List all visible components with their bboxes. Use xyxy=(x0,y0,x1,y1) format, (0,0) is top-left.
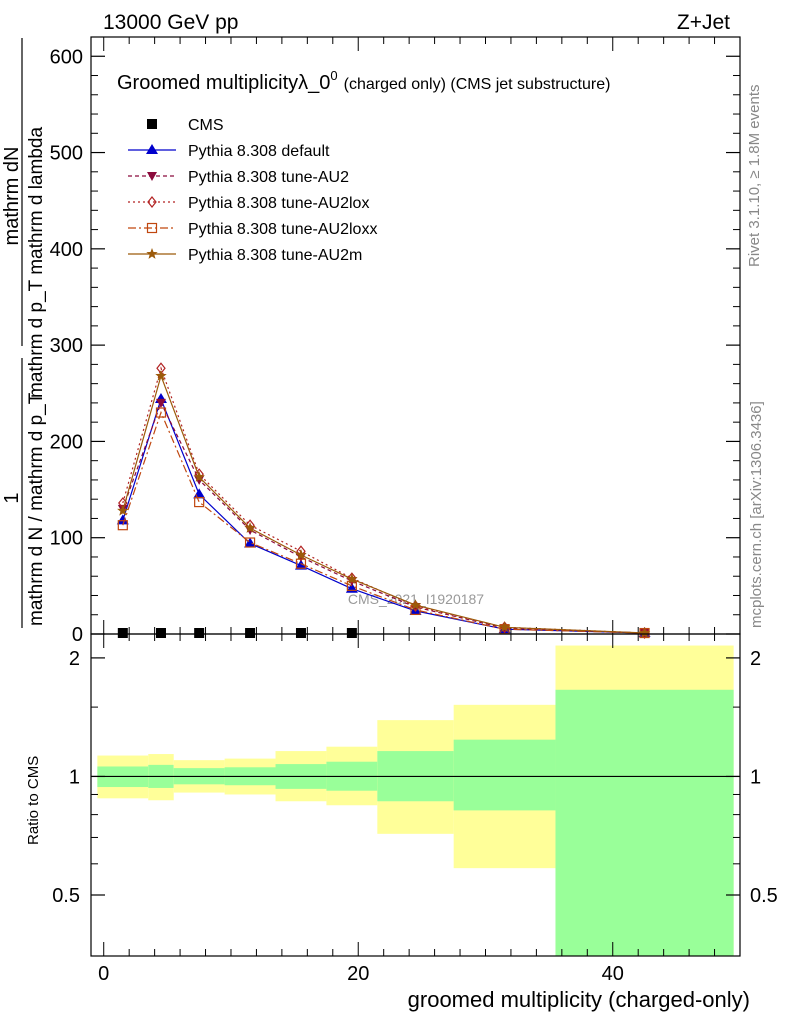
data-point xyxy=(155,628,166,638)
legend-item: Pythia 8.308 tune-AU2loxx xyxy=(128,221,377,238)
ratio-y-tick-label: 2 xyxy=(69,648,80,670)
legend-marker xyxy=(147,196,157,208)
legend-item: Pythia 8.308 tune-AU2m xyxy=(128,247,362,264)
legend-item: CMS xyxy=(147,117,224,134)
data-point xyxy=(244,537,257,548)
data-point xyxy=(244,522,256,533)
legend-marker xyxy=(146,248,158,259)
data-point xyxy=(638,627,651,638)
chart-title: Groomed multiplicityλ_00 (charged only) (… xyxy=(117,68,610,94)
legend-item: Pythia 8.308 tune-AU2 xyxy=(128,169,349,186)
data-point xyxy=(194,496,205,508)
ratio-y-tick-label-right: 0.5 xyxy=(750,885,778,907)
main-y-tick-label: 300 xyxy=(50,335,83,357)
data-point xyxy=(155,407,167,418)
ratio-band-inner xyxy=(555,689,734,956)
ratio-y-tick-label-right: 1 xyxy=(750,766,761,788)
legend-label: CMS xyxy=(188,117,224,134)
legend-label: Pythia 8.308 tune-AU2loxx xyxy=(188,221,377,238)
data-point xyxy=(117,628,128,638)
main-plot-panel: 0 100 200 300 400 500 600 CMS_2021_I1920187 Gr… xyxy=(50,36,741,646)
main-y-tick-label: 0 xyxy=(72,624,83,646)
ratio-ticks: 0.5 0.51 12 20 20 40 xyxy=(52,634,778,985)
series-5 xyxy=(117,369,651,638)
main-y-tick-label: 200 xyxy=(50,431,83,453)
legend-item: Pythia 8.308 tune-AU2lox xyxy=(128,195,369,212)
ratio-y-tick-label-right: 2 xyxy=(750,648,761,670)
data-point xyxy=(409,599,422,610)
legend-label: Pythia 8.308 tune-AU2lox xyxy=(188,195,369,212)
mcplots-label: mcplots.cern.ch [arXiv:1306.3436] xyxy=(748,401,765,628)
x-tick-label: 20 xyxy=(347,963,369,985)
data-point xyxy=(155,398,166,408)
ratio-y-tick-label: 1 xyxy=(69,766,80,788)
process-label: Z+Jet xyxy=(677,11,730,34)
data-point xyxy=(295,628,306,638)
legend-marker xyxy=(146,222,158,234)
data-point xyxy=(155,369,167,381)
data-point xyxy=(498,621,511,633)
data-point xyxy=(117,520,128,531)
ratio-plot-frame xyxy=(90,633,741,957)
legend-marker xyxy=(146,144,158,154)
series-0 xyxy=(117,628,357,638)
x-tick-label: 0 xyxy=(98,963,109,985)
main-y-tick-label: 600 xyxy=(50,46,83,68)
ratio-plot-panel: 0.5 0.51 12 20 20 40 Ratio to CMS groomed mul… xyxy=(25,633,778,1012)
main-y-tick-label: 100 xyxy=(50,528,83,550)
main-y-tick-label: 400 xyxy=(50,239,83,261)
ratio-y-label: Ratio to CMS xyxy=(25,756,42,845)
data-point xyxy=(117,504,129,516)
ratio-band-inner xyxy=(453,739,556,811)
main-y-ticks: 0 100 200 300 400 500 600 xyxy=(50,37,740,646)
ratio-bands xyxy=(97,645,734,956)
series-line xyxy=(122,410,645,634)
data-point xyxy=(295,558,307,569)
legend-label: Pythia 8.308 default xyxy=(188,143,330,160)
energy-label: 13000 GeV pp xyxy=(103,11,238,34)
x-axis-label: groomed multiplicity (charged-only) xyxy=(408,987,750,1012)
chart-subtitle: (charged only) (CMS jet substructure) xyxy=(344,76,611,93)
data-point xyxy=(194,628,205,638)
data-point xyxy=(346,573,358,584)
data-point xyxy=(244,537,256,548)
data-point xyxy=(193,471,205,482)
data-point xyxy=(245,628,256,638)
main-series-group xyxy=(116,362,651,639)
legend: CMS Pythia 8.308 default Pythia 8.308 tune… xyxy=(128,117,377,264)
data-point xyxy=(294,559,307,570)
rivet-label: Rivet 3.1.10, ≥ 1.8M events xyxy=(746,85,763,268)
data-point xyxy=(347,572,357,585)
watermark: CMS_2021_I1920187 xyxy=(348,591,484,607)
data-point xyxy=(116,514,129,525)
y-factor-numerator: 1 xyxy=(1,492,23,503)
legend-label: Pythia 8.308 tune-AU2m xyxy=(188,247,362,264)
y-denominator: mathrm d p_T mathrm d lambda xyxy=(26,127,47,398)
y-numerator: mathrm dN xyxy=(1,147,23,246)
x-tick-label: 40 xyxy=(602,963,624,985)
legend-marker xyxy=(147,172,157,181)
y-factor-denominator: mathrm d N / mathrm d p_T xyxy=(26,392,47,626)
data-point xyxy=(295,549,307,560)
main-y-axis-label: 1 mathrm d N / mathrm d p_T mathrm dN ma… xyxy=(1,38,47,628)
legend-item: Pythia 8.308 default xyxy=(128,143,330,160)
legend-label: Pythia 8.308 tune-AU2 xyxy=(188,169,349,186)
ratio-y-tick-label: 0.5 xyxy=(52,885,80,907)
chart-title-main: Groomed multiplicityλ_0 xyxy=(117,72,330,94)
legend-marker xyxy=(147,119,157,129)
main-y-tick-label: 500 xyxy=(50,143,83,165)
chart-title-sup: 0 xyxy=(330,68,337,83)
data-point xyxy=(346,628,357,638)
data-point xyxy=(193,488,206,499)
series-line xyxy=(122,401,645,634)
